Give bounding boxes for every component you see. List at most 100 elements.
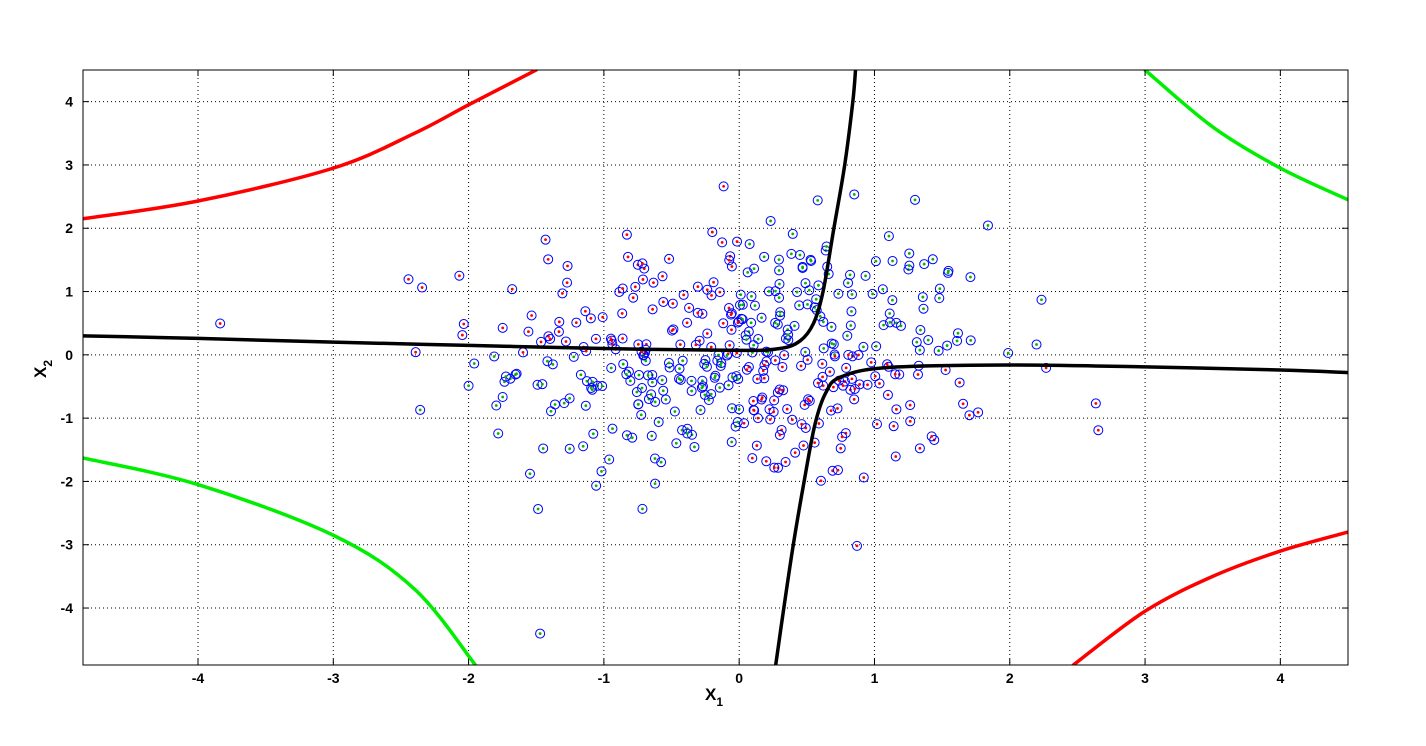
data-point bbox=[965, 272, 976, 283]
point-center bbox=[600, 470, 603, 473]
point-ring bbox=[812, 195, 823, 206]
point-center bbox=[693, 445, 696, 449]
data-point bbox=[617, 283, 628, 294]
point-ring bbox=[905, 400, 916, 411]
data-point bbox=[837, 431, 848, 442]
point-center bbox=[462, 322, 466, 326]
y-tick-label: 3 bbox=[65, 157, 73, 173]
point-center bbox=[678, 367, 681, 371]
data-point bbox=[500, 371, 511, 382]
point-ring bbox=[731, 347, 742, 358]
point-ring bbox=[826, 321, 837, 332]
data-point bbox=[774, 292, 785, 303]
point-ring bbox=[882, 389, 893, 400]
point-center bbox=[818, 314, 822, 318]
point-center bbox=[755, 444, 759, 447]
point-center bbox=[735, 240, 739, 243]
point-center bbox=[871, 292, 874, 296]
point-ring bbox=[605, 333, 616, 344]
point-center bbox=[745, 338, 748, 342]
point-center bbox=[725, 354, 729, 357]
point-center bbox=[862, 345, 865, 349]
data-point bbox=[537, 379, 548, 390]
data-point bbox=[786, 248, 797, 259]
point-center bbox=[873, 374, 877, 378]
data-point bbox=[917, 292, 928, 303]
point-ring bbox=[887, 295, 898, 306]
point-center bbox=[712, 280, 715, 284]
point-ring bbox=[759, 360, 770, 371]
point-ring bbox=[718, 181, 729, 192]
point-center bbox=[789, 252, 793, 256]
point-ring bbox=[718, 318, 729, 329]
data-point bbox=[649, 453, 660, 464]
point-center bbox=[720, 240, 724, 244]
point-ring bbox=[763, 286, 774, 297]
data-point bbox=[769, 462, 780, 473]
data-point bbox=[904, 260, 915, 271]
point-ring bbox=[666, 325, 677, 336]
point-ring bbox=[1090, 398, 1101, 409]
point-ring bbox=[870, 256, 881, 267]
point-ring bbox=[770, 317, 781, 328]
point-ring bbox=[617, 333, 628, 344]
point-center bbox=[678, 343, 682, 346]
point-ring bbox=[756, 312, 767, 323]
point-center bbox=[609, 366, 613, 370]
point-center bbox=[660, 378, 664, 382]
point-ring bbox=[874, 378, 885, 389]
point-center bbox=[565, 281, 569, 285]
point-ring bbox=[489, 351, 500, 362]
point-ring bbox=[637, 274, 648, 285]
data-point bbox=[849, 383, 860, 394]
data-point bbox=[664, 253, 675, 264]
point-ring bbox=[540, 234, 551, 245]
point-ring bbox=[927, 254, 938, 265]
point-ring bbox=[770, 286, 781, 297]
data-point bbox=[887, 256, 898, 267]
point-ring bbox=[826, 338, 837, 349]
data-point bbox=[890, 451, 901, 462]
point-center bbox=[710, 230, 714, 234]
point-ring bbox=[826, 405, 837, 416]
point-ring bbox=[818, 316, 829, 327]
point-center bbox=[600, 384, 604, 388]
point-center bbox=[579, 373, 583, 377]
data-point bbox=[695, 405, 706, 416]
data-point bbox=[538, 443, 549, 454]
point-center bbox=[776, 323, 780, 326]
y-tick-label: -1 bbox=[61, 410, 74, 426]
point-ring bbox=[710, 370, 721, 381]
point-center bbox=[628, 379, 632, 383]
data-point bbox=[497, 322, 508, 333]
data-point bbox=[710, 370, 721, 381]
point-center bbox=[781, 365, 784, 369]
data-point bbox=[469, 358, 480, 369]
data-point bbox=[507, 284, 518, 295]
data-point bbox=[587, 376, 598, 387]
point-ring bbox=[686, 375, 697, 386]
data-point bbox=[716, 358, 727, 369]
point-ring bbox=[657, 375, 668, 386]
point-ring bbox=[542, 356, 553, 367]
point-center bbox=[731, 375, 734, 379]
point-center bbox=[719, 364, 723, 368]
y-tick-label: 0 bbox=[65, 347, 73, 363]
data-point bbox=[1041, 362, 1052, 373]
point-center bbox=[885, 362, 889, 366]
point-center bbox=[560, 292, 564, 295]
curve-6 bbox=[1143, 70, 1348, 202]
point-ring bbox=[824, 366, 835, 377]
data-point bbox=[617, 333, 628, 344]
data-point bbox=[637, 258, 648, 269]
data-point bbox=[888, 421, 899, 432]
data-point bbox=[919, 259, 930, 270]
point-ring bbox=[748, 404, 759, 415]
point-center bbox=[849, 324, 853, 327]
point-center bbox=[774, 289, 777, 293]
point-ring bbox=[667, 298, 678, 309]
data-point bbox=[772, 319, 783, 330]
point-center bbox=[830, 342, 834, 345]
point-center bbox=[722, 184, 726, 188]
data-point bbox=[628, 292, 639, 303]
